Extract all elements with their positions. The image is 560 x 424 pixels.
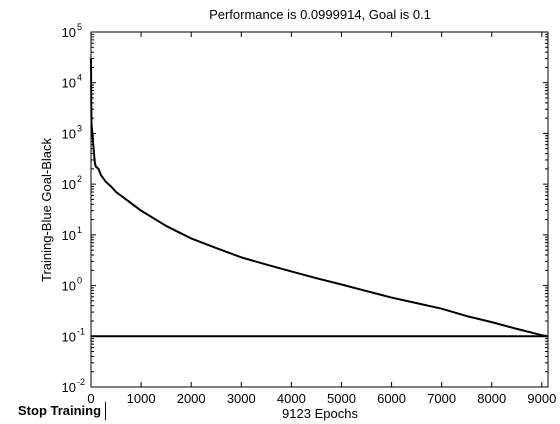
y-tick-exponent: 3 [77, 123, 82, 133]
series-layer [90, 58, 549, 338]
y-tick-label: 10 [62, 126, 76, 141]
y-tick-label: 10 [62, 177, 76, 192]
y-tick-exponent: 4 [77, 73, 82, 83]
y-tick-exponent: -2 [77, 377, 85, 387]
training-series-line [90, 58, 549, 338]
x-tick-label: 3000 [227, 391, 256, 406]
x-tick-label: 0 [87, 391, 94, 406]
y-tick-label: 10 [62, 76, 76, 91]
x-tick-label: 5000 [327, 391, 356, 406]
x-tick-label: 8000 [477, 391, 506, 406]
x-tick-label: 9000 [527, 391, 556, 406]
y-tick-exponent: 5 [77, 22, 82, 32]
y-tick-label: 10 [62, 228, 76, 243]
y-tick-exponent: 2 [77, 174, 82, 184]
y-tick-label: 10 [62, 279, 76, 294]
chart-title: Performance is 0.0999914, Goal is 0.1 [209, 7, 431, 22]
x-tick-label: 4000 [277, 391, 306, 406]
y-tick-exponent: 0 [77, 276, 82, 286]
plot-area [90, 31, 549, 388]
x-tick-label: 6000 [377, 391, 406, 406]
y-tick-label: 10 [62, 25, 76, 40]
y-tick-label: 10 [62, 380, 76, 395]
x-tick-label: 1000 [127, 391, 156, 406]
stop-training-button[interactable]: Stop Training [18, 402, 107, 420]
y-tick-exponent: -1 [77, 326, 85, 336]
y-tick-exponent: 1 [77, 225, 82, 235]
y-axis-label: Training-Blue Goal-Black [39, 137, 54, 282]
x-tick-label: 7000 [427, 391, 456, 406]
x-axis-label: 9123 Epochs [282, 406, 358, 421]
x-tick-label: 2000 [177, 391, 206, 406]
y-tick-label: 10 [62, 329, 76, 344]
x-axis: 0 1000 2000 3000 4000 5000 6000 7000 8000 9000 [87, 32, 556, 406]
